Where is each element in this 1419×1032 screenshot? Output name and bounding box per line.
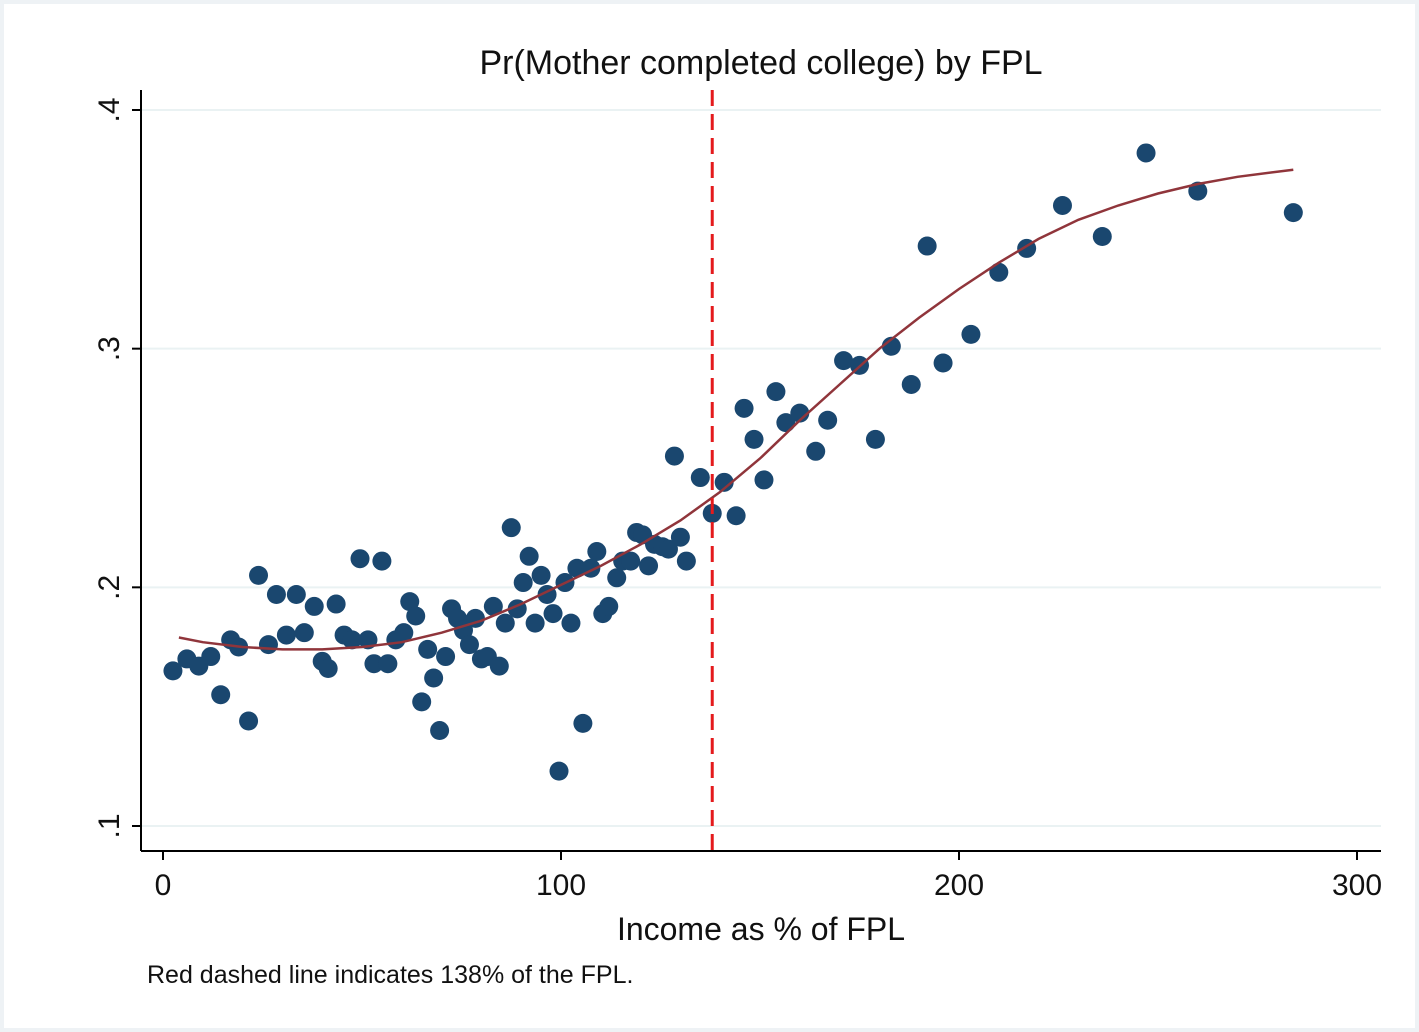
data-point-66 <box>639 556 659 576</box>
data-point-55 <box>567 558 587 578</box>
data-point-99 <box>1283 203 1303 223</box>
data-point-31 <box>424 668 444 688</box>
x-tick-label-1: 100 <box>536 869 586 902</box>
data-point-97 <box>1136 143 1156 163</box>
data-point-89 <box>901 374 921 394</box>
data-point-43 <box>495 613 515 633</box>
data-point-80 <box>766 382 786 402</box>
data-point-12 <box>286 584 306 604</box>
data-point-90 <box>917 236 937 256</box>
data-point-95 <box>1052 195 1072 215</box>
data-point-84 <box>818 410 838 430</box>
data-point-61 <box>607 568 627 588</box>
data-point-32 <box>430 721 450 741</box>
data-point-14 <box>304 596 324 616</box>
data-point-70 <box>664 446 684 466</box>
data-point-71 <box>670 527 690 547</box>
x-tick-label-2: 200 <box>934 869 984 902</box>
data-point-4 <box>211 685 231 705</box>
data-point-29 <box>412 692 432 712</box>
data-point-93 <box>989 262 1009 282</box>
data-point-20 <box>350 549 370 569</box>
data-point-8 <box>249 565 269 585</box>
x-tick-label-3: 300 <box>1332 869 1382 902</box>
y-tick-label-1: .2 <box>93 575 126 600</box>
data-point-85 <box>834 351 854 371</box>
data-point-79 <box>754 470 774 490</box>
y-tick-label-2: .3 <box>93 336 126 361</box>
data-point-91 <box>933 353 953 373</box>
x-tick-label-0: 0 <box>155 869 172 902</box>
data-point-82 <box>790 403 810 423</box>
data-point-27 <box>400 592 420 612</box>
data-point-58 <box>587 542 607 562</box>
data-point-48 <box>525 613 545 633</box>
chart-frame: Pr(Mother completed college) by FPL .1 .2… <box>4 4 1415 1028</box>
data-point-19 <box>342 630 362 650</box>
data-point-47 <box>519 546 539 566</box>
data-point-42 <box>489 656 509 676</box>
data-point-51 <box>543 604 563 624</box>
data-point-56 <box>573 713 593 733</box>
chart-title: Pr(Mother completed college) by FPL <box>479 44 1042 82</box>
data-point-16 <box>318 658 338 678</box>
data-point-17 <box>326 594 346 614</box>
y-tick-label-3: .4 <box>93 97 126 122</box>
data-point-75 <box>714 472 734 492</box>
data-point-9 <box>258 635 278 655</box>
data-point-63 <box>621 551 641 571</box>
data-point-26 <box>394 623 414 643</box>
data-point-7 <box>239 711 259 731</box>
data-point-37 <box>459 635 479 655</box>
data-point-44 <box>501 518 521 538</box>
data-point-24 <box>378 654 398 674</box>
data-point-87 <box>865 429 885 449</box>
data-point-54 <box>561 613 581 633</box>
data-point-77 <box>734 398 754 418</box>
data-point-78 <box>744 429 764 449</box>
data-point-3 <box>201 647 221 667</box>
data-point-46 <box>513 573 533 593</box>
data-point-11 <box>276 625 296 645</box>
data-point-23 <box>372 551 392 571</box>
chart-note: Red dashed line indicates 138% of the FP… <box>147 961 633 989</box>
data-point-73 <box>690 468 710 488</box>
data-point-76 <box>726 506 746 526</box>
data-point-72 <box>676 551 696 571</box>
scatter-chart: Pr(Mother completed college) by FPL .1 .2… <box>93 44 1382 989</box>
data-point-0 <box>163 661 183 681</box>
data-point-10 <box>266 584 286 604</box>
data-point-52 <box>549 761 569 781</box>
data-point-13 <box>294 623 314 643</box>
data-point-69 <box>658 539 678 559</box>
data-point-96 <box>1092 226 1112 246</box>
data-point-28 <box>406 606 426 626</box>
data-point-92 <box>961 324 981 344</box>
data-point-41 <box>483 596 503 616</box>
fit-line <box>178 168 1294 651</box>
data-point-30 <box>418 639 438 659</box>
data-point-60 <box>599 596 619 616</box>
data-point-83 <box>806 441 826 461</box>
data-point-33 <box>436 647 456 667</box>
x-axis-title: Income as % of FPL <box>617 911 905 947</box>
data-point-49 <box>531 565 551 585</box>
data-point-22 <box>364 654 384 674</box>
y-tick-label-0: .1 <box>93 813 126 838</box>
